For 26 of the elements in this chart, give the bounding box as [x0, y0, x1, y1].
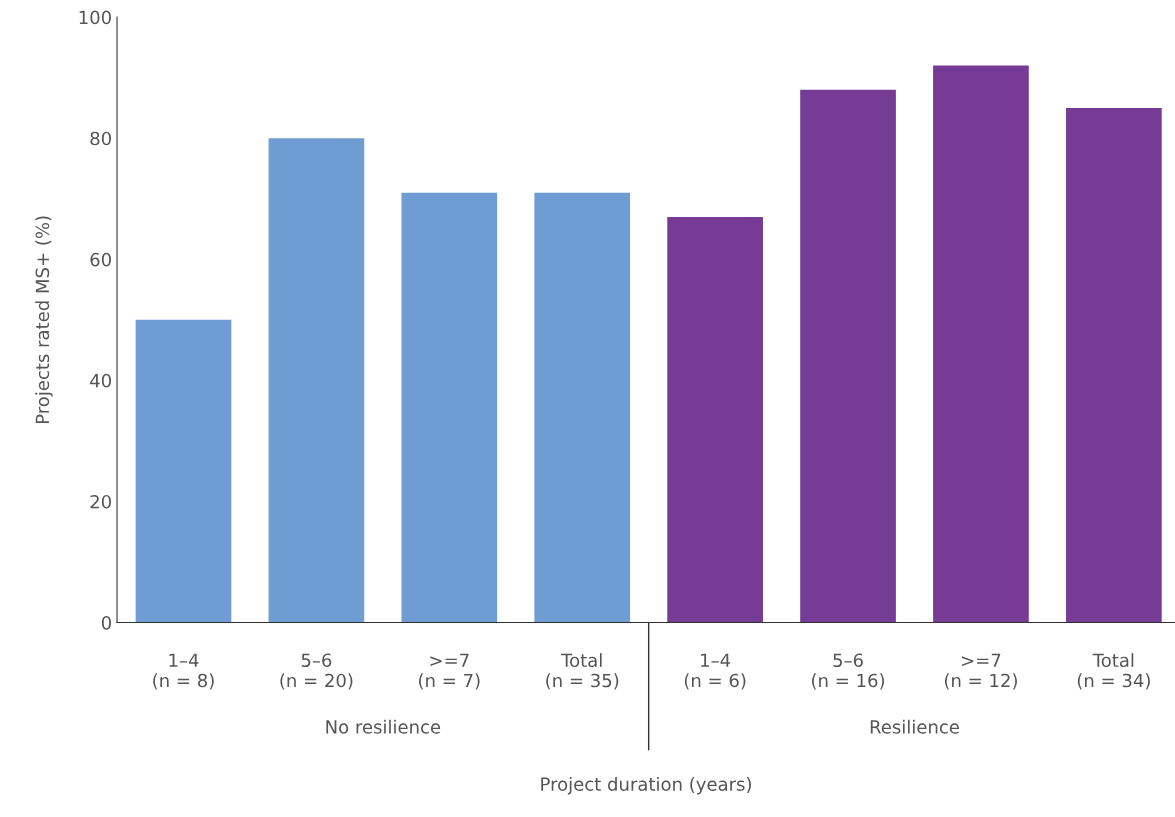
y-tick-label: 40 — [90, 373, 111, 388]
x-tick-label: 5–6 (n = 16) — [812, 653, 885, 690]
x-tick-label: 5–6 (n = 20) — [280, 653, 353, 690]
bar — [1066, 107, 1162, 623]
y-tick-label: 100 — [79, 10, 111, 25]
bar — [933, 65, 1029, 623]
y-tick-label: 80 — [90, 131, 111, 146]
x-tick-label: Total (n = 34) — [1077, 653, 1150, 690]
bar — [800, 89, 896, 623]
y-axis-title: Projects rated MS+ (%) — [35, 216, 53, 424]
x-axis-title: Project duration (years) — [541, 776, 751, 795]
bar — [135, 319, 232, 623]
text: No resilience — [326, 719, 441, 734]
bar — [401, 192, 498, 623]
x-tick-label: >=7 (n = 12) — [944, 653, 1017, 690]
x-tick-label: >=7 (n = 7) — [419, 653, 480, 690]
x-tick-label: 1–4 (n = 8) — [153, 653, 214, 690]
bar — [534, 192, 631, 623]
text: Resilience — [870, 719, 959, 734]
x-tick-label: Total (n = 35) — [546, 653, 619, 690]
y-tick-label: 0 — [101, 616, 111, 630]
x-tick-label: 1–4 (n = 6) — [684, 653, 746, 690]
bar — [667, 216, 763, 623]
bar — [268, 138, 365, 623]
y-tick-label: 20 — [90, 494, 111, 509]
y-tick-label: 60 — [90, 252, 111, 267]
